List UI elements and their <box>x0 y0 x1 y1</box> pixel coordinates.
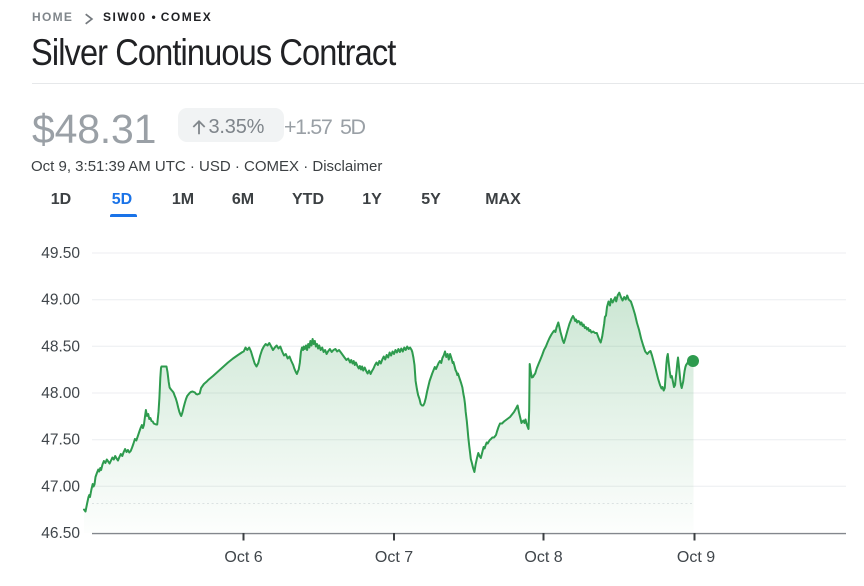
svg-text:49.00: 49.00 <box>41 292 80 309</box>
svg-text:Oct 8: Oct 8 <box>524 549 562 566</box>
svg-text:48.50: 48.50 <box>41 338 80 355</box>
svg-text:Oct 9: Oct 9 <box>677 549 715 566</box>
svg-text:47.00: 47.00 <box>41 478 80 495</box>
svg-text:49.50: 49.50 <box>41 245 80 262</box>
svg-text:Oct 6: Oct 6 <box>224 549 262 566</box>
svg-text:Oct 7: Oct 7 <box>375 549 413 566</box>
svg-text:48.00: 48.00 <box>41 385 80 402</box>
svg-text:46.50: 46.50 <box>41 525 80 542</box>
svg-text:47.50: 47.50 <box>41 432 80 449</box>
